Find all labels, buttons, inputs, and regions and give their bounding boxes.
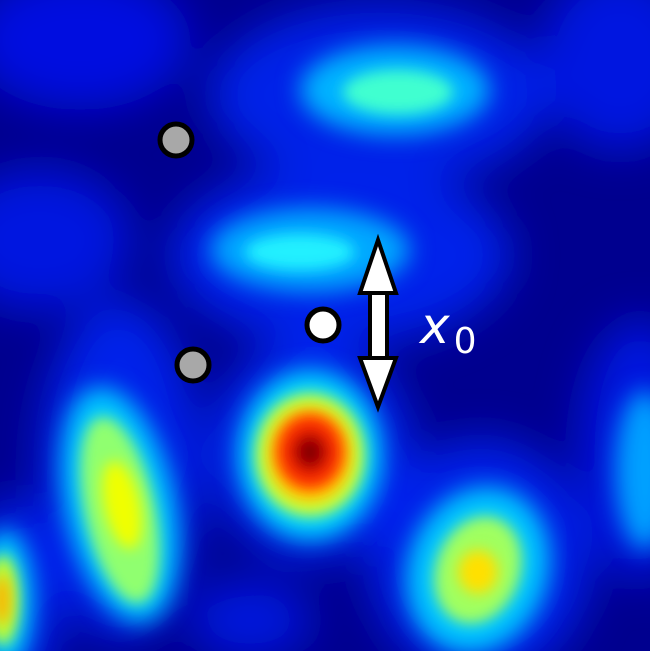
label-subscript: 0 bbox=[454, 321, 477, 362]
reference-point-lower bbox=[174, 346, 212, 384]
peak-lobe bbox=[276, 414, 344, 490]
target-point bbox=[304, 306, 342, 344]
double-vertical-arrow-icon bbox=[357, 233, 399, 413]
label-symbol: x bbox=[418, 297, 450, 355]
reference-point-upper bbox=[157, 121, 195, 159]
